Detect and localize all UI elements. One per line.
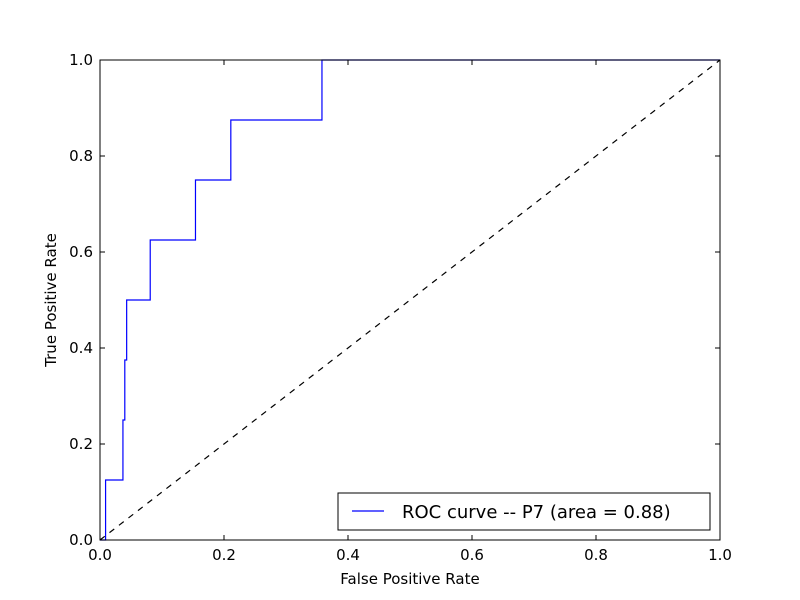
y-tick-label: 1.0 [69, 51, 93, 69]
x-tick-label: 0.0 [88, 546, 112, 564]
y-tick-label: 0.6 [69, 243, 93, 261]
roc-curve-line [100, 59, 720, 541]
y-tick-label: 0.4 [69, 339, 93, 357]
legend: ROC curve -- P7 (area = 0.88) [337, 492, 711, 531]
y-tick-label: 0.2 [69, 435, 93, 453]
legend-roc-label: ROC curve -- P7 (area = 0.88) [402, 502, 671, 523]
y-axis-title: True Positive Rate [42, 233, 60, 368]
x-axis-title: False Positive Rate [340, 570, 479, 588]
x-tick-label: 0.2 [212, 546, 236, 564]
plot-area [99, 59, 721, 541]
legend-box [337, 492, 711, 531]
plot-frame [99, 59, 721, 541]
x-tick-label: 0.6 [460, 546, 484, 564]
x-tick-label: 0.4 [336, 546, 360, 564]
x-tick-label: 0.8 [584, 546, 608, 564]
x-tick-label: 1.0 [708, 546, 732, 564]
diagonal-reference-line [99, 59, 721, 541]
y-tick-label: 0.8 [69, 147, 93, 165]
axis-ticks: 0.0 0.2 0.4 0.6 0.8 1.0 0.0 0.2 0.4 0.6 0.8 1.0 [69, 51, 732, 564]
y-tick-label: 0.0 [69, 531, 93, 549]
